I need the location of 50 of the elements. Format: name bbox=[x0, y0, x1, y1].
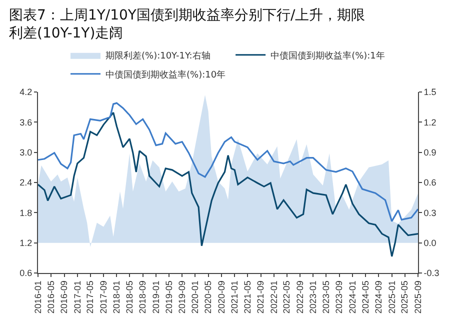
x-tick-label: 2020-09 bbox=[216, 280, 226, 314]
y2-tick-label: 0.0 bbox=[424, 238, 436, 248]
x-tick-label: 2024-09 bbox=[374, 280, 384, 314]
x-tick-label: 2021-01 bbox=[230, 280, 240, 314]
y2-tick-label: 0.9 bbox=[424, 147, 436, 158]
x-tick-label: 2020-01 bbox=[190, 280, 200, 314]
x-tick-label: 2023-05 bbox=[321, 280, 332, 314]
legend-label: 中债国债到期收益率(%):1年 bbox=[270, 50, 385, 62]
legend-label: 中债国债到期收益率(%):10年 bbox=[106, 69, 226, 80]
line-series bbox=[38, 112, 418, 258]
x-tick-label: 2019-05 bbox=[164, 280, 174, 314]
x-tick-label: 2017-01 bbox=[72, 280, 82, 314]
x-tick-label: 2019-09 bbox=[177, 280, 188, 314]
y2-tick-label: 1.2 bbox=[424, 117, 436, 128]
chart-title: 图表7：上周1Y/10Y国债到期收益率分别下行/上升，期限利差(10Y-1Y)走阔 bbox=[9, 7, 366, 42]
x-tick-label: 2018-09 bbox=[138, 280, 148, 314]
y2-tick-label: 0.6 bbox=[424, 178, 436, 188]
x-tick-label: 2023-09 bbox=[334, 280, 344, 314]
x-tick-label: 2016-05 bbox=[46, 280, 56, 314]
y-tick-label: 4.2 bbox=[20, 87, 32, 98]
x-tick-label: 2019-01 bbox=[150, 280, 161, 314]
y-tick-label: 0.6 bbox=[20, 268, 32, 278]
x-tick-label: 2025-01 bbox=[386, 280, 397, 314]
x-tick-label: 2025-05 bbox=[400, 280, 410, 314]
y-tick-label: 1.2 bbox=[20, 238, 32, 248]
y2-tick-label: -0.3 bbox=[424, 268, 440, 278]
x-tick-label: 2017-09 bbox=[98, 280, 108, 314]
x-tick-label: 2024-01 bbox=[347, 280, 358, 314]
x-tick-label: 2018-05 bbox=[124, 280, 135, 314]
x-tick-label: 2022-09 bbox=[294, 280, 305, 314]
x-tick-label: 2022-05 bbox=[282, 280, 292, 314]
x-tick-label: 2021-09 bbox=[256, 280, 266, 314]
x-tick-label: 2023-01 bbox=[308, 280, 318, 314]
x-tick-label: 2020-05 bbox=[203, 280, 214, 314]
y2-tick-label: 0.3 bbox=[424, 208, 436, 218]
y-tick-label: 2.4 bbox=[20, 178, 32, 188]
x-tick-label: 2025-09 bbox=[412, 280, 423, 314]
y-tick-label: 1.8 bbox=[20, 208, 32, 218]
x-tick-label: 2022-01 bbox=[268, 280, 279, 314]
y2-tick-label: 1.5 bbox=[424, 87, 436, 98]
x-tick-label: 2021-05 bbox=[242, 280, 252, 314]
y-tick-label: 3.6 bbox=[20, 117, 32, 128]
x-tick-label: 2018-01 bbox=[112, 280, 122, 314]
x-tick-label: 2017-05 bbox=[85, 280, 96, 314]
line-series bbox=[38, 102, 418, 222]
x-tick-label: 2024-05 bbox=[360, 280, 370, 314]
x-tick-label: 2016-09 bbox=[59, 280, 70, 314]
legend-label: 期限利差(%):10Y-1Y:右轴 bbox=[106, 50, 210, 62]
x-tick-label: 2016-01 bbox=[32, 280, 43, 314]
y-tick-label: 3.0 bbox=[20, 147, 32, 158]
